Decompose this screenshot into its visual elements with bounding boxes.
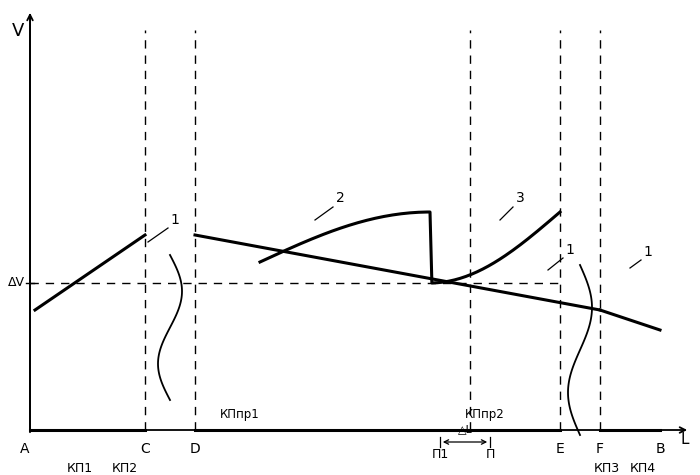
Text: 1: 1 (566, 243, 575, 257)
Text: КПпр1: КПпр1 (220, 408, 260, 421)
Text: C: C (140, 442, 150, 456)
Text: △L: △L (458, 424, 472, 434)
Text: П: П (485, 448, 495, 461)
Text: V: V (12, 22, 24, 40)
Text: 3: 3 (516, 191, 524, 205)
Text: КП4: КП4 (630, 462, 656, 475)
Text: F: F (596, 442, 604, 456)
Text: КП1: КП1 (67, 462, 93, 475)
Text: B: B (655, 442, 665, 456)
Text: П1: П1 (431, 448, 449, 461)
Text: D: D (190, 442, 200, 456)
Text: E: E (556, 442, 564, 456)
Text: КП2: КП2 (112, 462, 138, 475)
Text: 1: 1 (643, 245, 652, 259)
Text: 2: 2 (335, 191, 344, 205)
Text: ΔV: ΔV (8, 276, 25, 289)
Text: КП3: КП3 (594, 462, 620, 475)
Text: КПпр2: КПпр2 (465, 408, 505, 421)
Text: L: L (680, 433, 690, 447)
Text: 1: 1 (171, 213, 179, 227)
Text: A: A (20, 442, 29, 456)
